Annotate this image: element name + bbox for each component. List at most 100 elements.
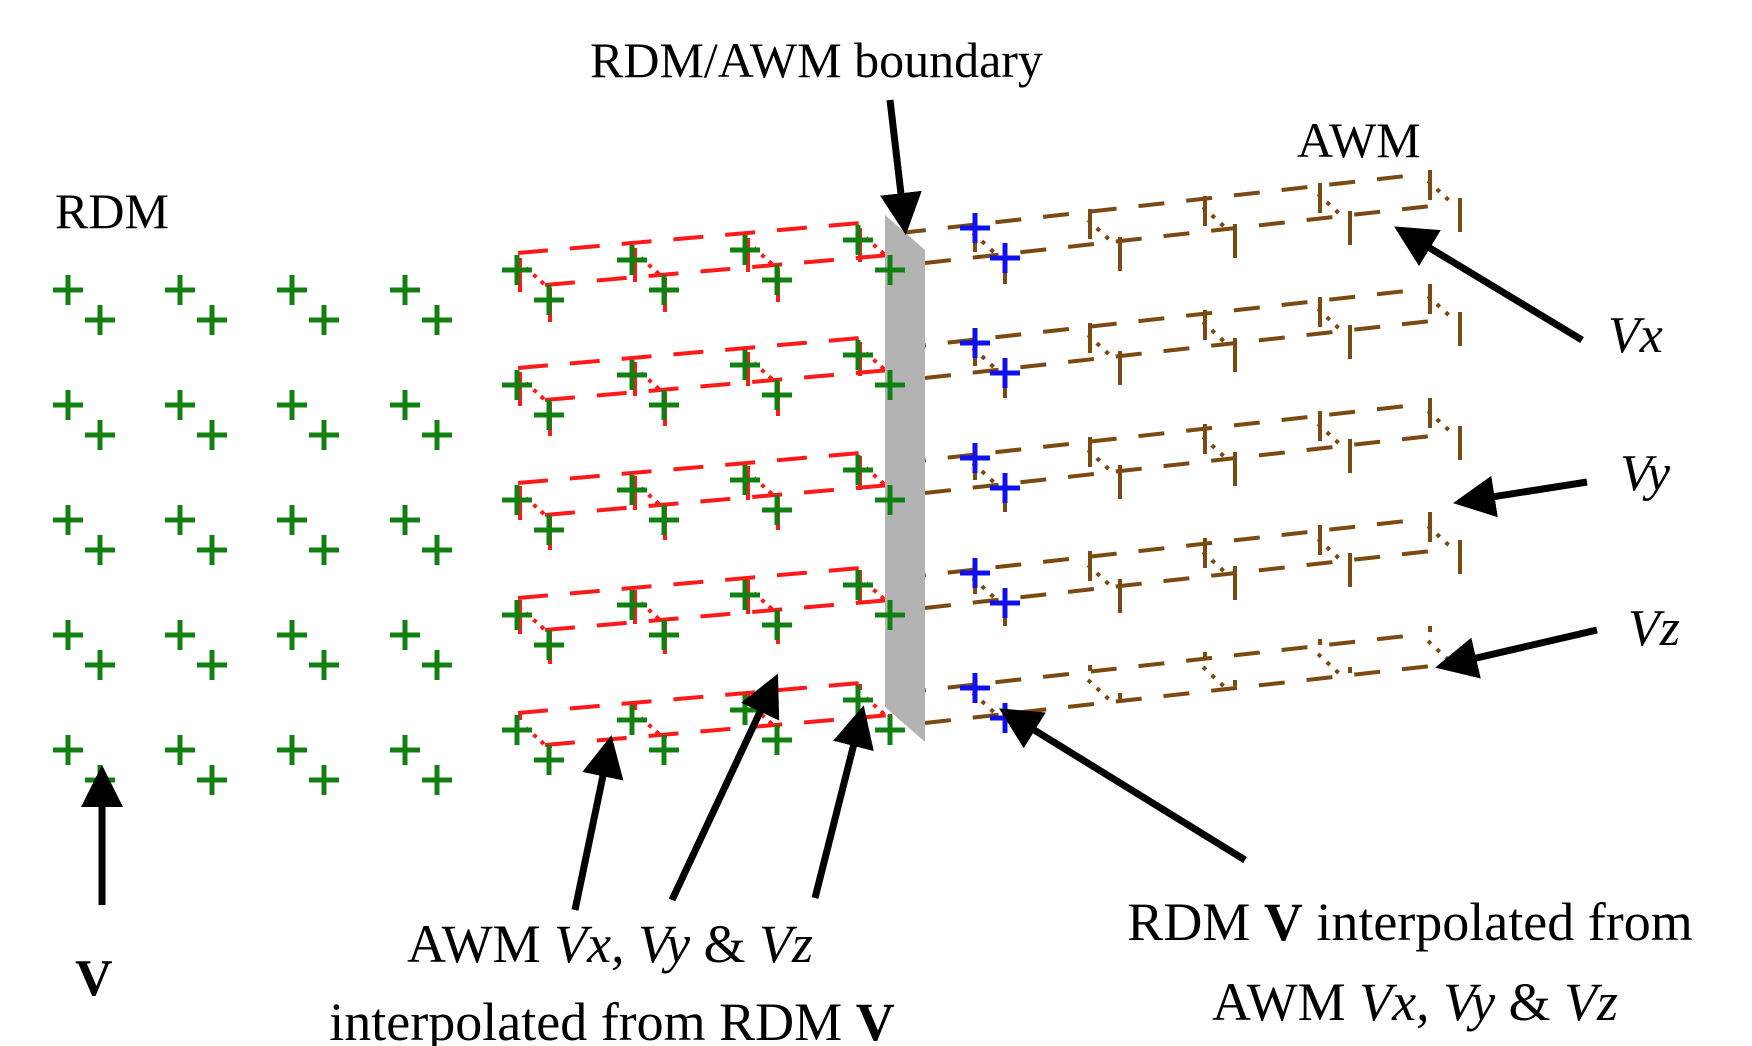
awm-vx-arrow <box>571 735 624 911</box>
rdm-point-back <box>843 455 873 485</box>
red-grid-diagonal <box>752 476 774 496</box>
rdm-point-back <box>617 475 647 505</box>
rdm-point-back <box>843 570 873 600</box>
red-grid-row-line <box>544 253 891 287</box>
red-grid-back-row-line <box>517 336 861 370</box>
interpolated-point-front <box>990 588 1020 618</box>
red-grid-diagonal <box>524 726 546 746</box>
rdm-v-interp-arrow <box>999 708 1247 863</box>
vz-arrow <box>1435 626 1598 679</box>
rdm-point-back <box>502 715 532 745</box>
rdm-point-back <box>843 225 873 255</box>
bottom-left-caption-line2: interpolated from RDM V <box>329 992 894 1046</box>
boundary-label: RDM/AWM boundary <box>590 32 1043 88</box>
red-grid-diagonal <box>752 361 774 381</box>
red-grid-back-row-line <box>517 566 861 600</box>
red-grid-diagonal <box>864 236 886 256</box>
interpolated-point-front <box>990 358 1020 388</box>
rdm-point-front <box>197 535 227 565</box>
rdm-point-back <box>390 620 420 650</box>
rdm-point-back <box>53 735 83 765</box>
interpolated-point-back <box>960 443 990 473</box>
rdm-point-front <box>534 745 564 775</box>
rdm-point-back <box>730 350 760 380</box>
vx-label: Vx <box>1608 307 1663 364</box>
awm-vz-arrow <box>811 705 874 899</box>
rdm-point-back <box>390 275 420 305</box>
rdm-point-front <box>197 650 227 680</box>
rdm-point-front <box>762 265 792 295</box>
awm-vy-arrow <box>668 673 780 902</box>
rdm-point-back <box>165 390 195 420</box>
bottom-right-caption-line2: AWM Vx, Vy & Vz <box>1212 972 1618 1032</box>
rdm-point-front <box>422 650 452 680</box>
red-grid-diagonal <box>639 716 661 736</box>
rdm-point-front <box>85 420 115 450</box>
awm-grid-diagonal <box>1316 652 1346 680</box>
grid-points <box>53 213 1020 795</box>
rdm-point-back <box>843 685 873 715</box>
vx-arrow <box>1394 226 1584 343</box>
awm-grid <box>899 170 1462 725</box>
red-grid-back-row-line <box>517 221 861 255</box>
rdm-point-back <box>502 370 532 400</box>
rdm-point-back <box>277 735 307 765</box>
rdm-point-front <box>85 535 115 565</box>
rdm-point-front <box>197 305 227 335</box>
rdm-point-back <box>390 735 420 765</box>
red-grid-diagonal <box>864 351 886 371</box>
rdm-point-back <box>53 390 83 420</box>
rdm-point-front <box>85 305 115 335</box>
rdm-point-back <box>53 505 83 535</box>
interpolated-point-back <box>960 328 990 358</box>
rdm-point-back <box>502 600 532 630</box>
red-grid-row-line <box>544 713 891 747</box>
awm-grid-diagonal <box>1086 678 1116 706</box>
rdm-point-back <box>165 275 195 305</box>
rdm-point-back <box>617 245 647 275</box>
awm-grid-row-line <box>924 203 1441 265</box>
red-grid-diagonal <box>864 696 886 716</box>
rdm-point-front <box>875 370 905 400</box>
awm-grid-row-line <box>924 318 1441 380</box>
rdm-point-front <box>85 650 115 680</box>
rdm-point-back <box>165 735 195 765</box>
rdm-point-back <box>502 255 532 285</box>
rdm-point-front <box>422 535 452 565</box>
interpolated-point-front <box>990 473 1020 503</box>
rdm-point-front <box>875 255 905 285</box>
red-grid-row-line <box>544 483 891 517</box>
rdm-point-front <box>649 505 679 535</box>
awm-grid-row-line <box>924 548 1441 610</box>
rdm-point-front <box>422 305 452 335</box>
rdm-point-front <box>762 610 792 640</box>
rdm-point-front <box>197 420 227 450</box>
interpolated-point-back <box>960 558 990 588</box>
rdm-point-back <box>277 390 307 420</box>
awm-grid-row-line <box>924 663 1441 725</box>
interpolated-point-back <box>960 213 990 243</box>
rdm-point-front <box>649 390 679 420</box>
boundary-arrow <box>880 99 922 235</box>
red-grid-row-line <box>544 368 891 402</box>
rdm-point-back <box>277 620 307 650</box>
rdm-point-front <box>649 620 679 650</box>
rdm-point-front <box>762 380 792 410</box>
rdm-point-front <box>309 765 339 795</box>
rdm-point-front <box>422 420 452 450</box>
rdm-point-front <box>309 305 339 335</box>
rdm-point-front <box>875 715 905 745</box>
awm-grid-row-line <box>924 433 1441 495</box>
rdm-point-front <box>534 400 564 430</box>
red-grid-diagonal <box>524 381 546 401</box>
red-grid-back-row-line <box>517 451 861 485</box>
boundary-plane <box>885 215 925 742</box>
rdm-point-front <box>309 650 339 680</box>
rdm-point-back <box>617 360 647 390</box>
rdm-side-awm-grid <box>517 221 892 748</box>
awm-grid-back-row-line <box>899 633 1416 695</box>
v-label: V <box>75 950 113 1007</box>
vy-arrow <box>1453 475 1588 518</box>
bottom-left-caption-line1: AWM Vx, Vy & Vz <box>407 914 813 974</box>
interpolated-point-front <box>990 243 1020 273</box>
